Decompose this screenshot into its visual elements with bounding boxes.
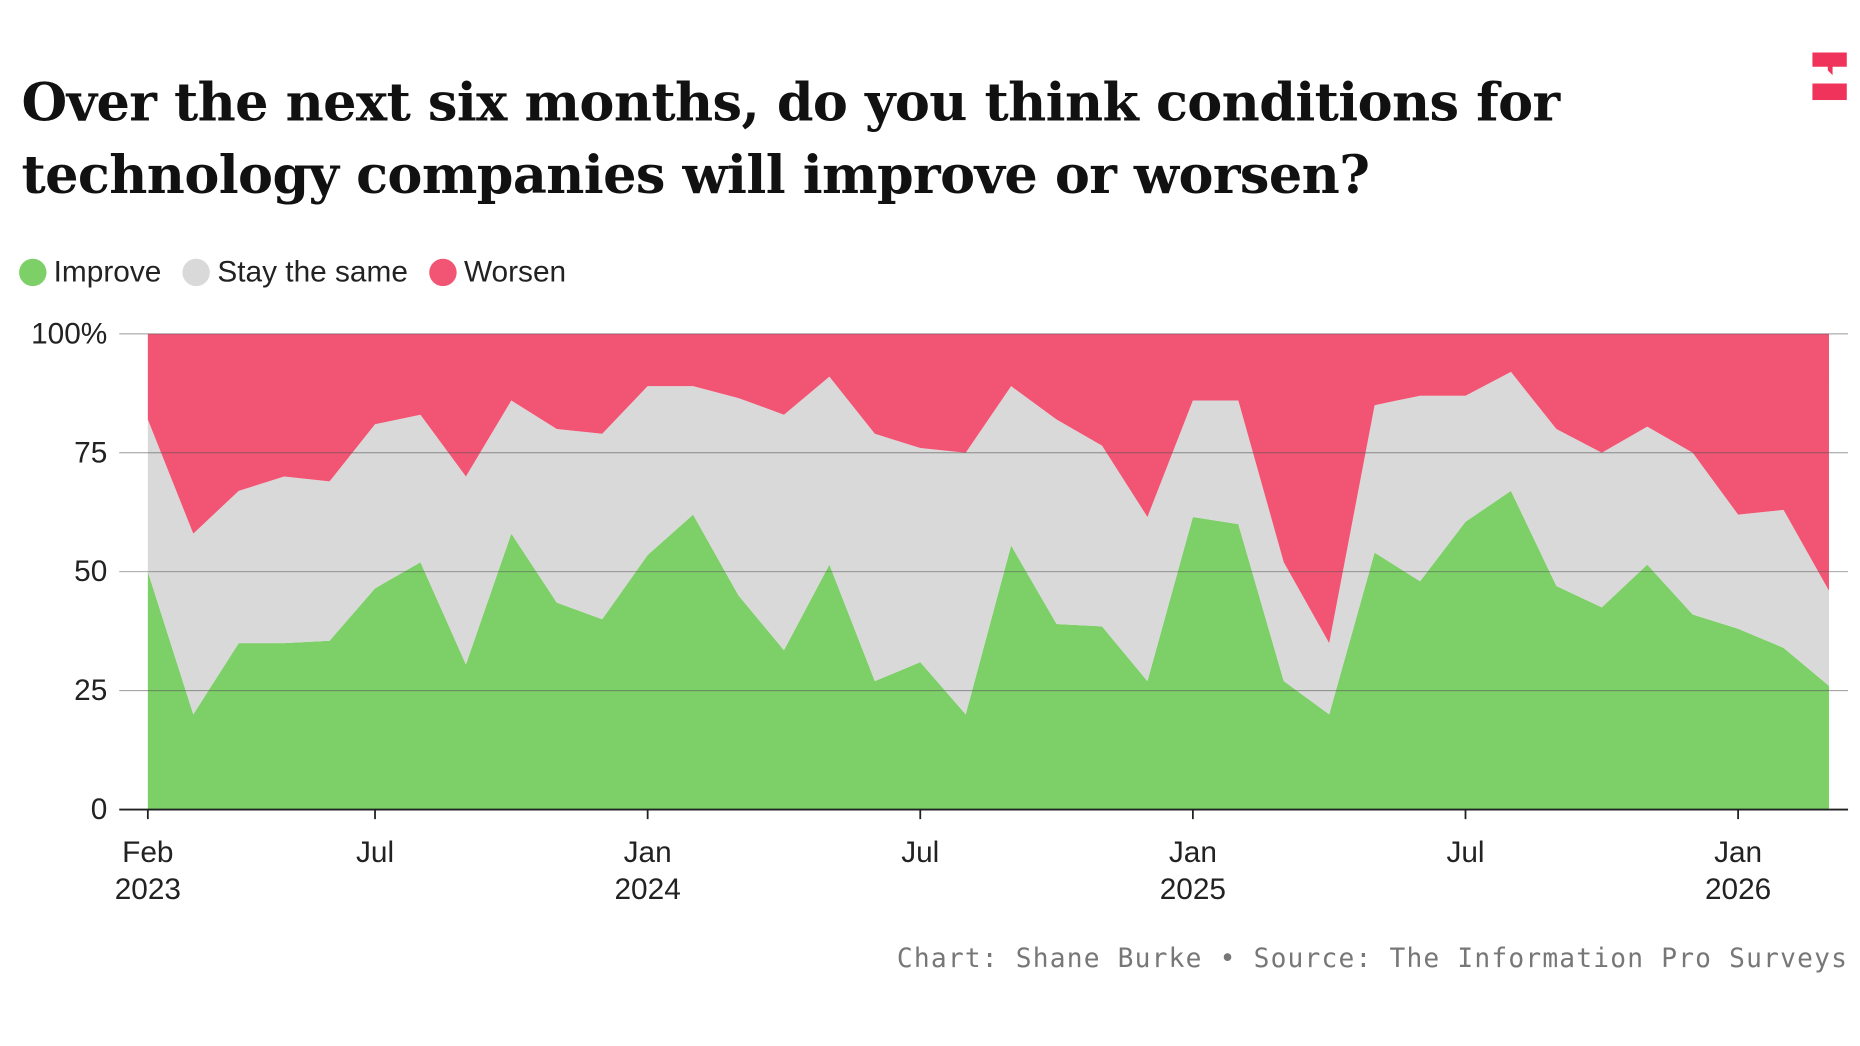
y-tick-label: 75 [74, 436, 107, 469]
legend-swatch-same [182, 258, 211, 287]
x-tick-year-label: 2024 [614, 873, 680, 906]
chart-source: Source: The Information Pro Surveys [1253, 944, 1849, 975]
legend-item-worsen: Worsen [429, 255, 566, 290]
legend-label-improve: Improve [53, 255, 162, 289]
footer-separator: • [1219, 944, 1237, 975]
x-tick-label: Feb [122, 836, 173, 869]
legend-item-same: Stay the same [182, 255, 408, 290]
area-worsen [147, 333, 1829, 644]
legend-item-improve: Improve [19, 255, 161, 290]
x-tick-label: Jan [1169, 836, 1217, 869]
x-tick-label: Jul [356, 836, 394, 869]
legend-swatch-worsen [429, 258, 457, 287]
chart-credit: Chart: Shane Burke [896, 944, 1203, 975]
the-information-logo-icon [1812, 52, 1847, 101]
y-tick-label: 0 [91, 793, 108, 826]
x-tick-label: Jan [624, 836, 672, 869]
area-stay-the-same [147, 371, 1829, 715]
stacked-area-chart: 0 25 50 75 100% Feb 2023 Jul Jan 2024 Jul Jan 2025 Ju… [31, 317, 1849, 906]
x-tick-year-label: 2023 [115, 873, 181, 906]
y-tick-label: 50 [74, 555, 107, 588]
x-tick-label: Jul [1446, 836, 1484, 869]
x-tick-label: Jul [901, 836, 939, 869]
x-tick-year-label: 2026 [1705, 873, 1771, 906]
legend-label-worsen: Worsen [463, 255, 567, 289]
area-improve [147, 490, 1829, 810]
x-tick-year-label: 2025 [1160, 873, 1226, 906]
y-tick-label: 25 [74, 674, 107, 707]
chart-footer: Chart: Shane Burke • Source: The Informa… [897, 944, 1848, 974]
x-tick-label: Jan [1714, 836, 1762, 869]
legend: Improve Stay the same Worsen [19, 255, 566, 290]
legend-label-same: Stay the same [217, 255, 408, 289]
chart-title: Over the next six months, do you think c… [21, 72, 1560, 207]
legend-swatch-improve [19, 258, 47, 287]
y-tick-label: 100% [31, 317, 107, 350]
